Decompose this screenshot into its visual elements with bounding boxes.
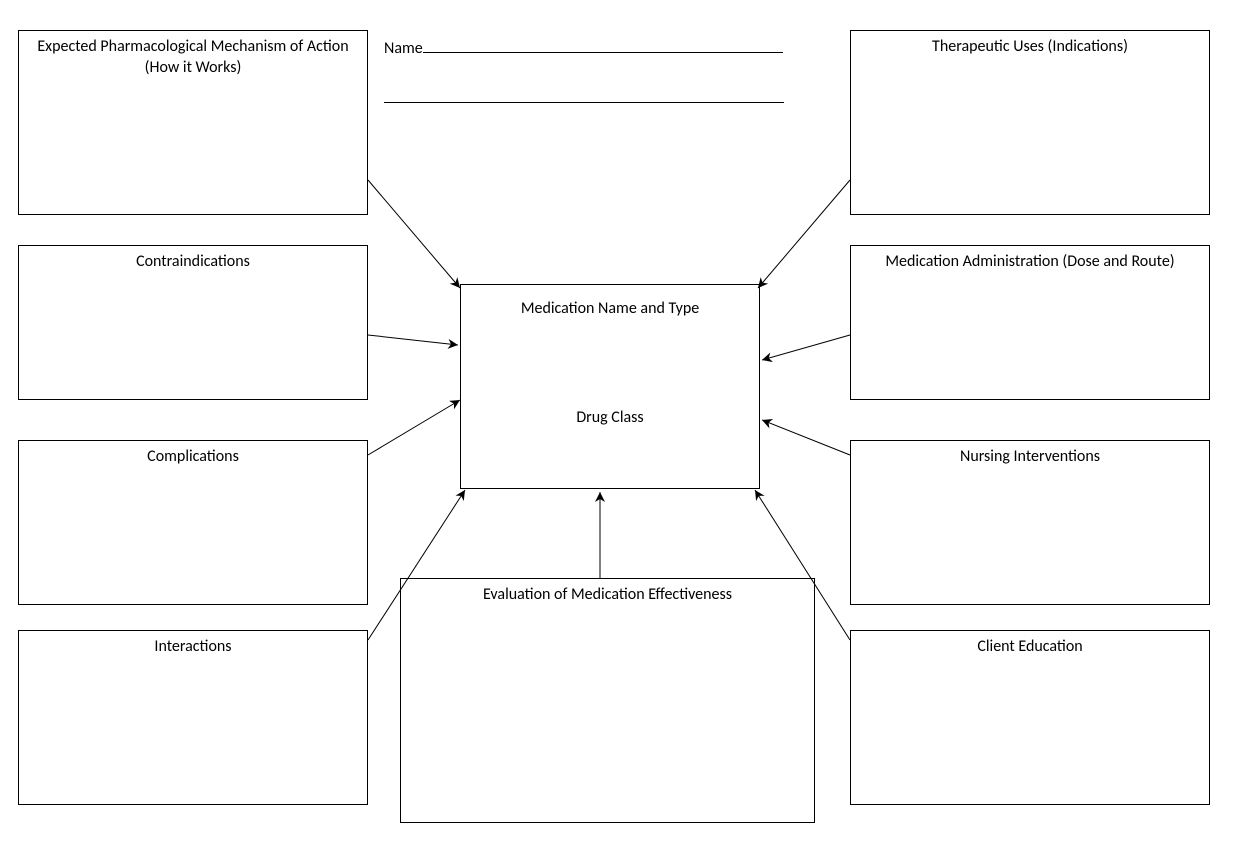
- arrow-administration: [762, 335, 850, 360]
- arrow-complications: [368, 400, 460, 455]
- box-client-ed: Client Education: [850, 630, 1210, 805]
- box-complications-label: Complications: [27, 447, 359, 468]
- box-interactions-label: Interactions: [27, 637, 359, 658]
- box-nursing: Nursing Interventions: [850, 440, 1210, 605]
- box-client-ed-label: Client Education: [859, 637, 1201, 658]
- box-evaluation-label: Evaluation of Medication Effectiveness: [409, 585, 806, 606]
- box-therapeutic: Therapeutic Uses (Indications): [850, 30, 1210, 215]
- box-interactions: Interactions: [18, 630, 368, 805]
- box-mechanism: Expected Pharmacological Mechanism of Ac…: [18, 30, 368, 215]
- arrow-nursing: [762, 420, 850, 455]
- box-contraindications: Contraindications: [18, 245, 368, 400]
- arrow-mechanism: [368, 180, 460, 288]
- box-nursing-label: Nursing Interventions: [859, 447, 1201, 468]
- arrow-therapeutic: [758, 180, 850, 288]
- box-therapeutic-label: Therapeutic Uses (Indications): [859, 37, 1201, 58]
- box-evaluation: Evaluation of Medication Effectiveness: [400, 578, 815, 823]
- name-field: Name: [384, 36, 784, 108]
- box-complications: Complications: [18, 440, 368, 605]
- center-box-title: Medication Name and Type: [469, 299, 751, 320]
- name-label: Name: [384, 39, 423, 58]
- center-box: Medication Name and Type Drug Class: [460, 284, 760, 489]
- box-contraindications-label: Contraindications: [27, 252, 359, 273]
- diagram-canvas: Name Medication Name and Type Drug Class…: [0, 0, 1238, 854]
- box-mechanism-label: Expected Pharmacological Mechanism of Ac…: [27, 37, 359, 79]
- center-box-subtitle: Drug Class: [469, 408, 751, 429]
- box-administration: Medication Administration (Dose and Rout…: [850, 245, 1210, 400]
- arrow-contraindications: [368, 335, 458, 345]
- box-administration-label: Medication Administration (Dose and Rout…: [859, 252, 1201, 273]
